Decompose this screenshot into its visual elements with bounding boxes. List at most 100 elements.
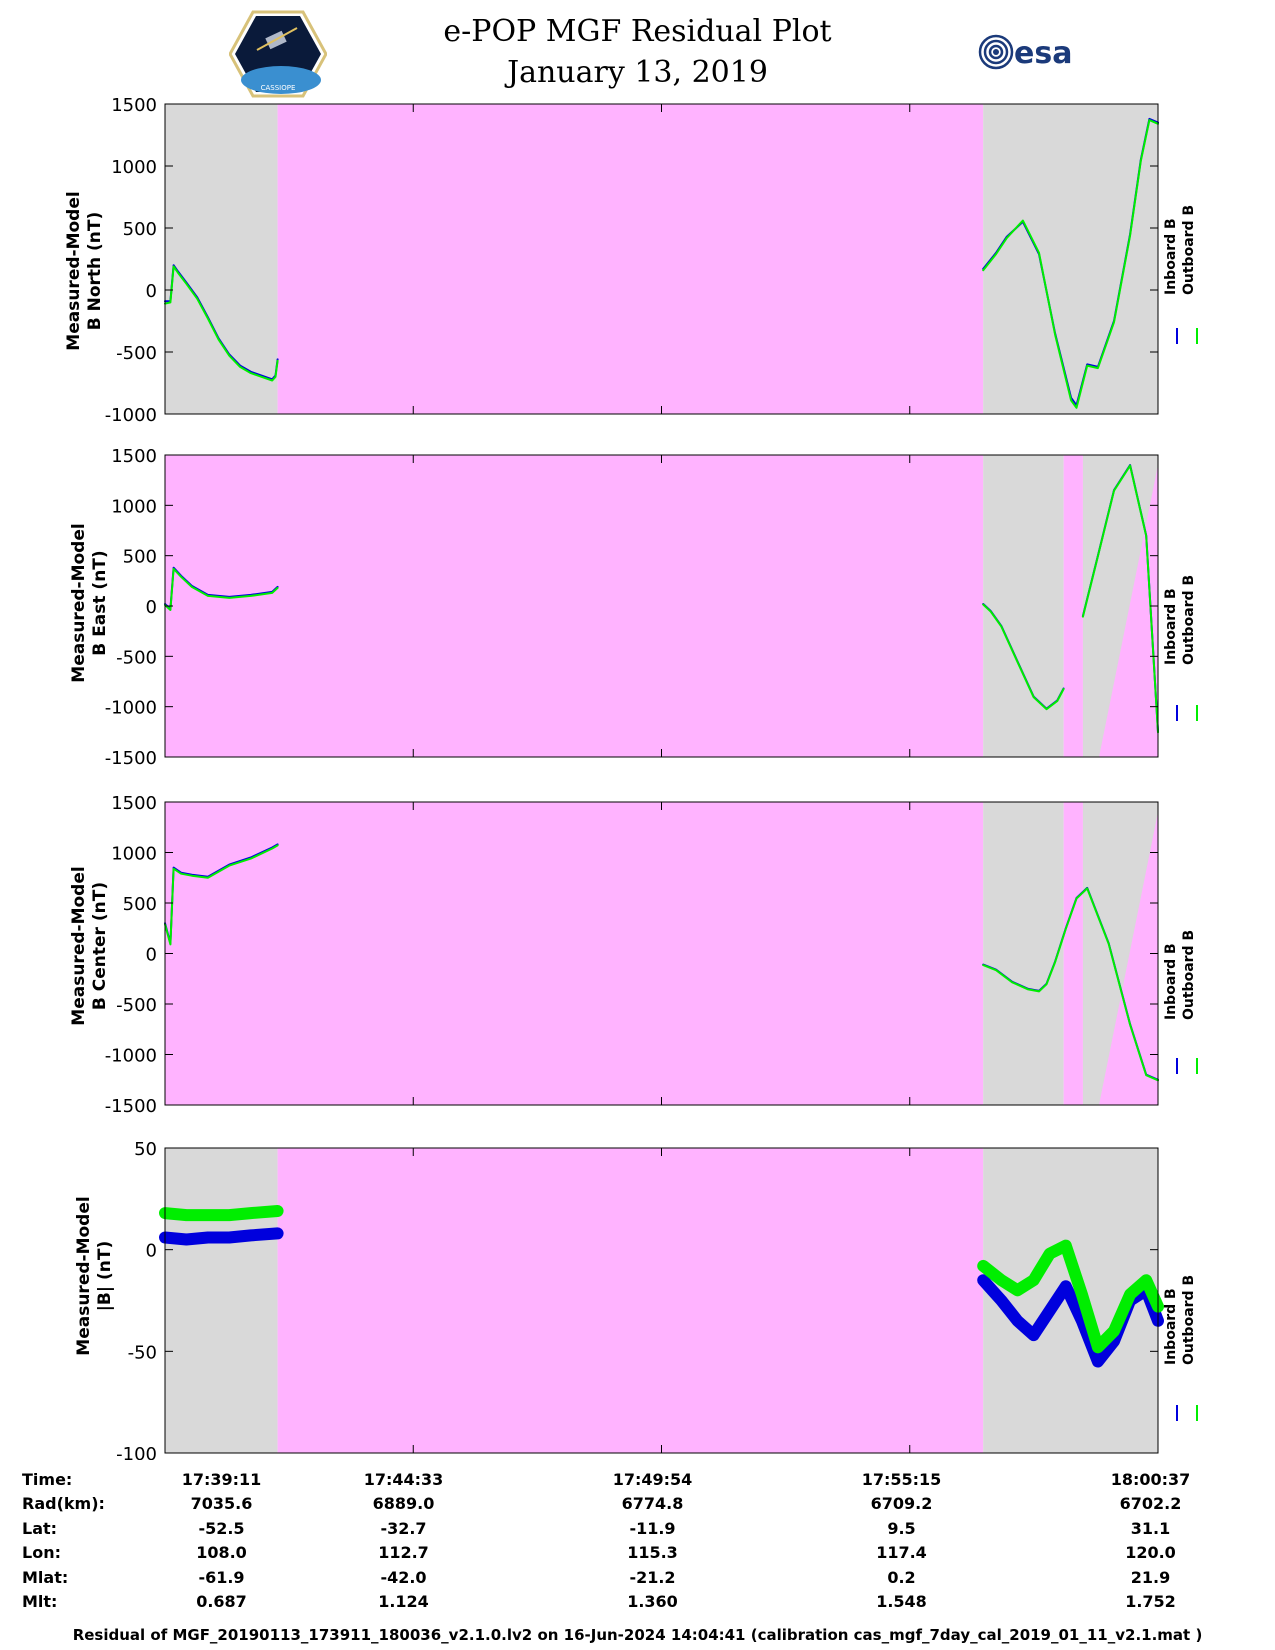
- orbit-value: -52.5: [198, 1518, 245, 1538]
- esa-logo-text: esa: [1014, 36, 1072, 71]
- series-line-inboard: [159, 1227, 284, 1246]
- orbit-row: Rad(km): 7035.6 6889.0 6774.8 6709.2 6702.2: [22, 1492, 1275, 1517]
- orbit-value: 7035.6: [190, 1494, 253, 1514]
- orbit-value: 17:39:11: [181, 1469, 262, 1489]
- orbit-value: 6702.2: [1119, 1494, 1182, 1514]
- legend-north: Inboard B Outboard B: [1162, 205, 1198, 295]
- background-region-pink: [165, 802, 984, 1105]
- orbit-value: 120.0: [1125, 1543, 1176, 1563]
- y-tick-label: -1000: [105, 1046, 157, 1067]
- orbit-row-label: Time:: [22, 1469, 73, 1489]
- series-line-outboard: [982, 119, 1159, 409]
- background-region-pink: [277, 1148, 984, 1453]
- orbit-row: Mlat: -61.9 -42.0 -21.2 0.2 21.9: [22, 1565, 1275, 1590]
- series-line-outboard: [164, 567, 279, 611]
- orbit-row: Mlt: 0.687 1.124 1.360 1.548 1.752: [22, 1590, 1275, 1615]
- y-tick-label: -1000: [105, 698, 157, 719]
- background-region-pink: [1063, 802, 1083, 1105]
- series-line-outboard: [1081, 464, 1159, 734]
- series-line-outboard: [164, 844, 279, 946]
- y-axis-label-magnitude: Measured-Model |B| (nT): [74, 1196, 115, 1356]
- background-region-gray: [165, 104, 278, 414]
- esa-logo: esa: [978, 34, 1072, 71]
- orbit-row-label: Mlt:: [22, 1592, 58, 1612]
- y-tick-label: 0: [146, 1241, 157, 1262]
- y-tick-label: 0: [146, 597, 157, 618]
- background-region-pink: [277, 104, 984, 414]
- orbit-row-label: Rad(km):: [22, 1494, 105, 1514]
- orbit-value: 0.687: [196, 1592, 247, 1612]
- y-tick-label: -1500: [105, 1096, 157, 1117]
- orbit-value: 21.9: [1130, 1567, 1171, 1587]
- orbit-value: -21.2: [629, 1567, 676, 1587]
- y-tick-label: 1500: [111, 793, 157, 814]
- orbit-value: 9.5: [887, 1518, 916, 1538]
- y-axis-label-east: Measured-Model B East (nT): [69, 523, 110, 683]
- orbit-info-table: Time: 17:39:11 17:44:33 17:49:54 17:55:15 18:…: [22, 1467, 1275, 1614]
- orbit-value: 0.2: [887, 1567, 916, 1587]
- y-tick-label: 500: [123, 547, 157, 568]
- orbit-value: 1.124: [378, 1592, 429, 1612]
- y-tick-label: -1000: [105, 405, 157, 426]
- mission-patch-logo: CASSIOPE: [229, 10, 327, 98]
- legend-inboard-label: Inboard B: [1163, 218, 1179, 295]
- y-tick-label: -50: [128, 1342, 157, 1363]
- y-tick-label: 1000: [111, 157, 157, 178]
- y-tick-label: 1500: [111, 446, 157, 467]
- orbit-value: 112.7: [378, 1543, 429, 1563]
- plot-date: January 13, 2019: [507, 55, 768, 90]
- y-tick-label: 50: [134, 1139, 157, 1160]
- y-axis-label-center: Measured-Model B Center (nT): [69, 866, 110, 1026]
- orbit-row: Lat: -52.5 -32.7 -11.9 9.5 31.1: [22, 1516, 1275, 1541]
- footer-caption: Residual of MGF_20190113_173911_180036_v…: [72, 1626, 1203, 1644]
- legend-outboard-label: Outboard B: [1181, 1274, 1197, 1365]
- legend-east: Inboard B Outboard B: [1162, 575, 1198, 665]
- legend-magnitude: Inboard B Outboard B: [1162, 1275, 1198, 1365]
- legend-outboard-label: Outboard B: [1181, 929, 1197, 1020]
- background-wedge-pink: [1099, 465, 1158, 757]
- legend-inboard-label: Inboard B: [1163, 588, 1179, 665]
- series-line-outboard: [982, 887, 1159, 1082]
- y-tick-label: -1500: [105, 748, 157, 769]
- orbit-value: 17:55:15: [861, 1469, 942, 1489]
- background-region-gray: [983, 455, 1064, 757]
- y-tick-label: 500: [123, 894, 157, 915]
- orbit-value: -61.9: [198, 1567, 245, 1587]
- orbit-row-label: Mlat:: [22, 1567, 69, 1587]
- orbit-row-label: Lat:: [22, 1518, 58, 1538]
- y-tick-label: 1000: [111, 844, 157, 865]
- y-tick-label: 500: [123, 219, 157, 240]
- plot-title: e-POP MGF Residual Plot: [443, 14, 832, 49]
- mission-patch-text: CASSIOPE: [261, 84, 296, 92]
- legend-outboard-label: Outboard B: [1181, 204, 1197, 295]
- residual-plots: 150010005000-500-1000150010005000-500-10…: [105, 95, 1198, 1460]
- background-region-gray: [983, 104, 1158, 414]
- background-wedge-pink: [1099, 812, 1158, 1105]
- legend-inboard-label: Inboard B: [1163, 943, 1179, 1020]
- series-line-outboard: [982, 603, 1065, 711]
- y-axis-label-north: Measured-Model B North (nT): [64, 191, 105, 351]
- orbit-value: 115.3: [627, 1543, 678, 1563]
- y-tick-label: 1500: [111, 95, 157, 116]
- orbit-value: 31.1: [1130, 1518, 1171, 1538]
- series-line-outboard: [977, 1239, 1164, 1354]
- orbit-row-label: Lon:: [22, 1543, 61, 1563]
- orbit-value: 6889.0: [372, 1494, 435, 1514]
- orbit-value: 1.548: [876, 1592, 927, 1612]
- y-tick-label: 1000: [111, 496, 157, 517]
- legend-outboard-label: Outboard B: [1181, 574, 1197, 665]
- orbit-row: Lon: 108.0 112.7 115.3 117.4 120.0: [22, 1541, 1275, 1566]
- orbit-value: -11.9: [629, 1518, 676, 1538]
- orbit-value: -32.7: [380, 1518, 427, 1538]
- orbit-value: 117.4: [876, 1543, 927, 1563]
- orbit-value: -42.0: [380, 1567, 427, 1587]
- orbit-value: 17:44:33: [363, 1469, 444, 1489]
- y-tick-label: 0: [146, 281, 157, 302]
- legend-inboard-label: Inboard B: [1163, 1288, 1179, 1365]
- orbit-value: 1.360: [627, 1592, 678, 1612]
- series-line-outboard: [164, 265, 279, 382]
- y-tick-label: -500: [116, 647, 157, 668]
- orbit-value: 1.752: [1125, 1592, 1176, 1612]
- orbit-value: 6709.2: [870, 1494, 933, 1514]
- orbit-value: 108.0: [196, 1543, 247, 1563]
